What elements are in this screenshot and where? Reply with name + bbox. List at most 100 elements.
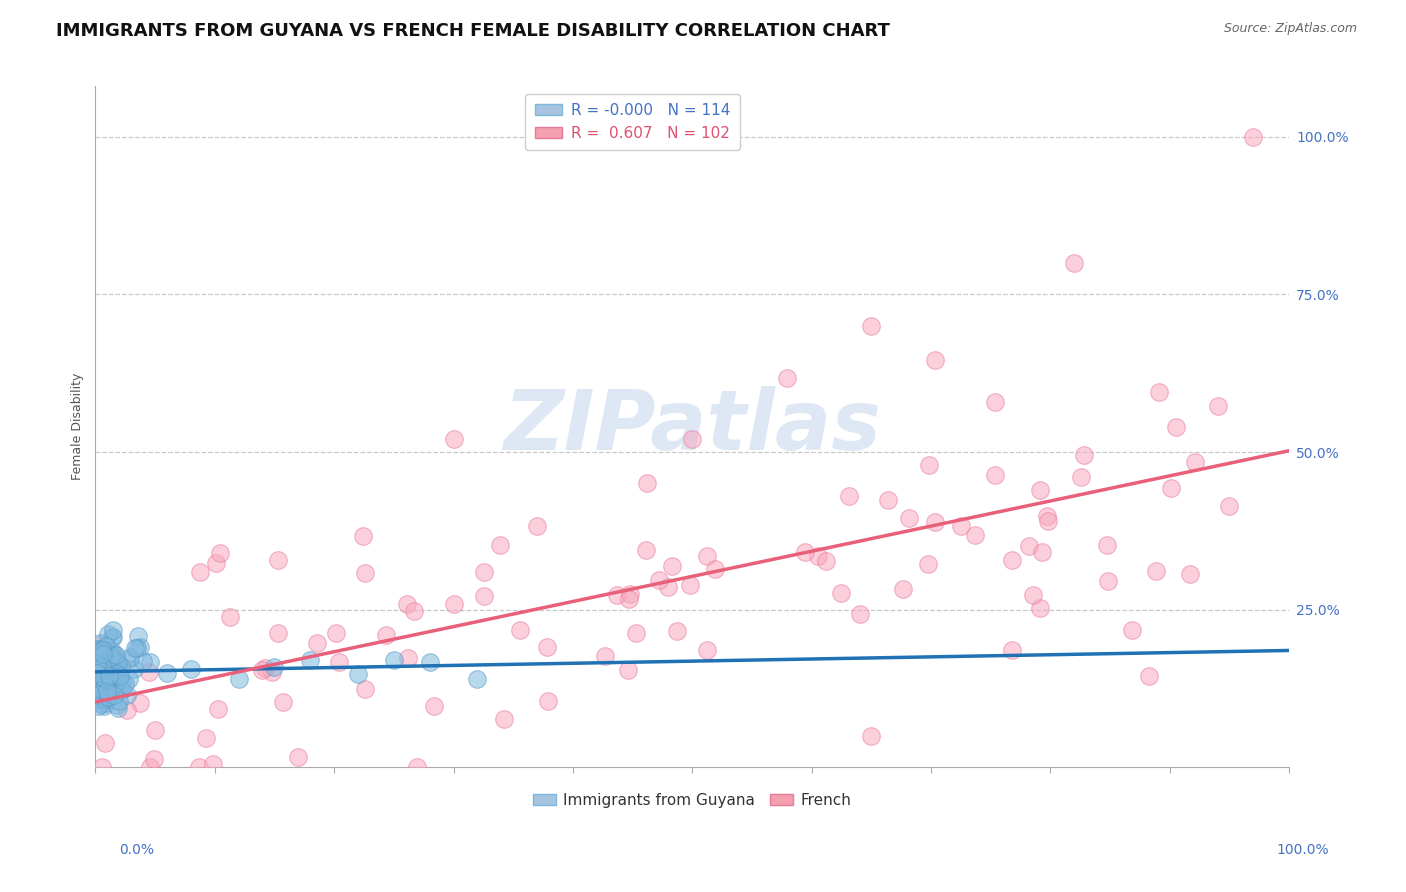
- Point: [86, 645, 108, 659]
- Point: [661, 559, 683, 574]
- Point: [472, 589, 495, 603]
- Point: [91, 674, 114, 689]
- Point: [354, 566, 377, 581]
- Point: [101, 644, 124, 658]
- Point: [91, 686, 114, 700]
- Point: [1018, 539, 1040, 553]
- Point: [90, 644, 112, 658]
- Point: [526, 519, 548, 533]
- Point: [105, 698, 128, 712]
- Point: [325, 626, 347, 640]
- Point: [86, 665, 108, 680]
- Point: [101, 648, 124, 663]
- Point: [382, 653, 405, 667]
- Point: [89, 638, 111, 652]
- Point: [917, 557, 939, 571]
- Point: [94, 697, 117, 711]
- Point: [90, 655, 112, 669]
- Point: [138, 760, 160, 774]
- Point: [100, 650, 122, 665]
- Point: [93, 679, 115, 693]
- Point: [423, 698, 446, 713]
- Point: [89, 652, 111, 666]
- Point: [354, 681, 377, 696]
- Text: Source: ZipAtlas.com: Source: ZipAtlas.com: [1223, 22, 1357, 36]
- Point: [91, 666, 114, 681]
- Point: [404, 604, 426, 618]
- Point: [103, 624, 125, 638]
- Point: [87, 667, 110, 681]
- Point: [96, 661, 118, 675]
- Point: [252, 663, 274, 677]
- Point: [891, 582, 914, 597]
- Point: [648, 573, 671, 587]
- Point: [94, 644, 117, 658]
- Point: [204, 556, 226, 570]
- Point: [838, 489, 860, 503]
- Point: [117, 703, 139, 717]
- Point: [93, 699, 115, 714]
- Point: [89, 690, 111, 705]
- Point: [307, 636, 329, 650]
- Point: [619, 592, 641, 607]
- Point: [1035, 509, 1057, 524]
- Point: [96, 690, 118, 704]
- Point: [87, 686, 110, 700]
- Point: [100, 653, 122, 667]
- Point: [86, 669, 108, 683]
- Point: [118, 673, 141, 687]
- Point: [127, 630, 149, 644]
- Point: [101, 630, 124, 644]
- Point: [1164, 420, 1187, 434]
- Point: [1097, 574, 1119, 588]
- Point: [93, 660, 115, 674]
- Point: [86, 678, 108, 692]
- Legend: Immigrants from Guyana, French: Immigrants from Guyana, French: [527, 787, 858, 814]
- Point: [93, 678, 115, 692]
- Point: [91, 668, 114, 682]
- Point: [93, 651, 115, 665]
- Point: [657, 580, 679, 594]
- Point: [93, 659, 115, 673]
- Point: [89, 642, 111, 657]
- Point: [98, 662, 121, 676]
- Point: [89, 688, 111, 702]
- Point: [918, 458, 941, 472]
- Point: [86, 698, 108, 713]
- Point: [696, 643, 718, 657]
- Point: [537, 693, 560, 707]
- Point: [665, 624, 688, 638]
- Point: [617, 664, 640, 678]
- Point: [681, 433, 703, 447]
- Point: [87, 644, 110, 658]
- Point: [1144, 564, 1167, 578]
- Point: [287, 750, 309, 764]
- Point: [924, 353, 946, 368]
- Text: IMMIGRANTS FROM GUYANA VS FRENCH FEMALE DISABILITY CORRELATION CHART: IMMIGRANTS FROM GUYANA VS FRENCH FEMALE …: [56, 22, 890, 40]
- Point: [90, 673, 112, 687]
- Point: [143, 723, 166, 737]
- Point: [122, 662, 145, 676]
- Point: [93, 672, 115, 686]
- Point: [180, 662, 202, 676]
- Point: [100, 648, 122, 663]
- Point: [105, 682, 128, 697]
- Point: [86, 660, 108, 674]
- Point: [260, 665, 283, 680]
- Point: [924, 515, 946, 529]
- Point: [96, 679, 118, 693]
- Point: [1160, 481, 1182, 495]
- Point: [93, 656, 115, 670]
- Point: [108, 694, 131, 708]
- Point: [87, 670, 110, 684]
- Point: [395, 598, 418, 612]
- Point: [86, 680, 108, 694]
- Point: [105, 672, 128, 686]
- Point: [103, 688, 125, 702]
- Point: [87, 688, 110, 702]
- Y-axis label: Female Disability: Female Disability: [72, 373, 84, 481]
- Point: [949, 519, 972, 533]
- Point: [94, 659, 117, 673]
- Point: [104, 678, 127, 692]
- Point: [187, 760, 209, 774]
